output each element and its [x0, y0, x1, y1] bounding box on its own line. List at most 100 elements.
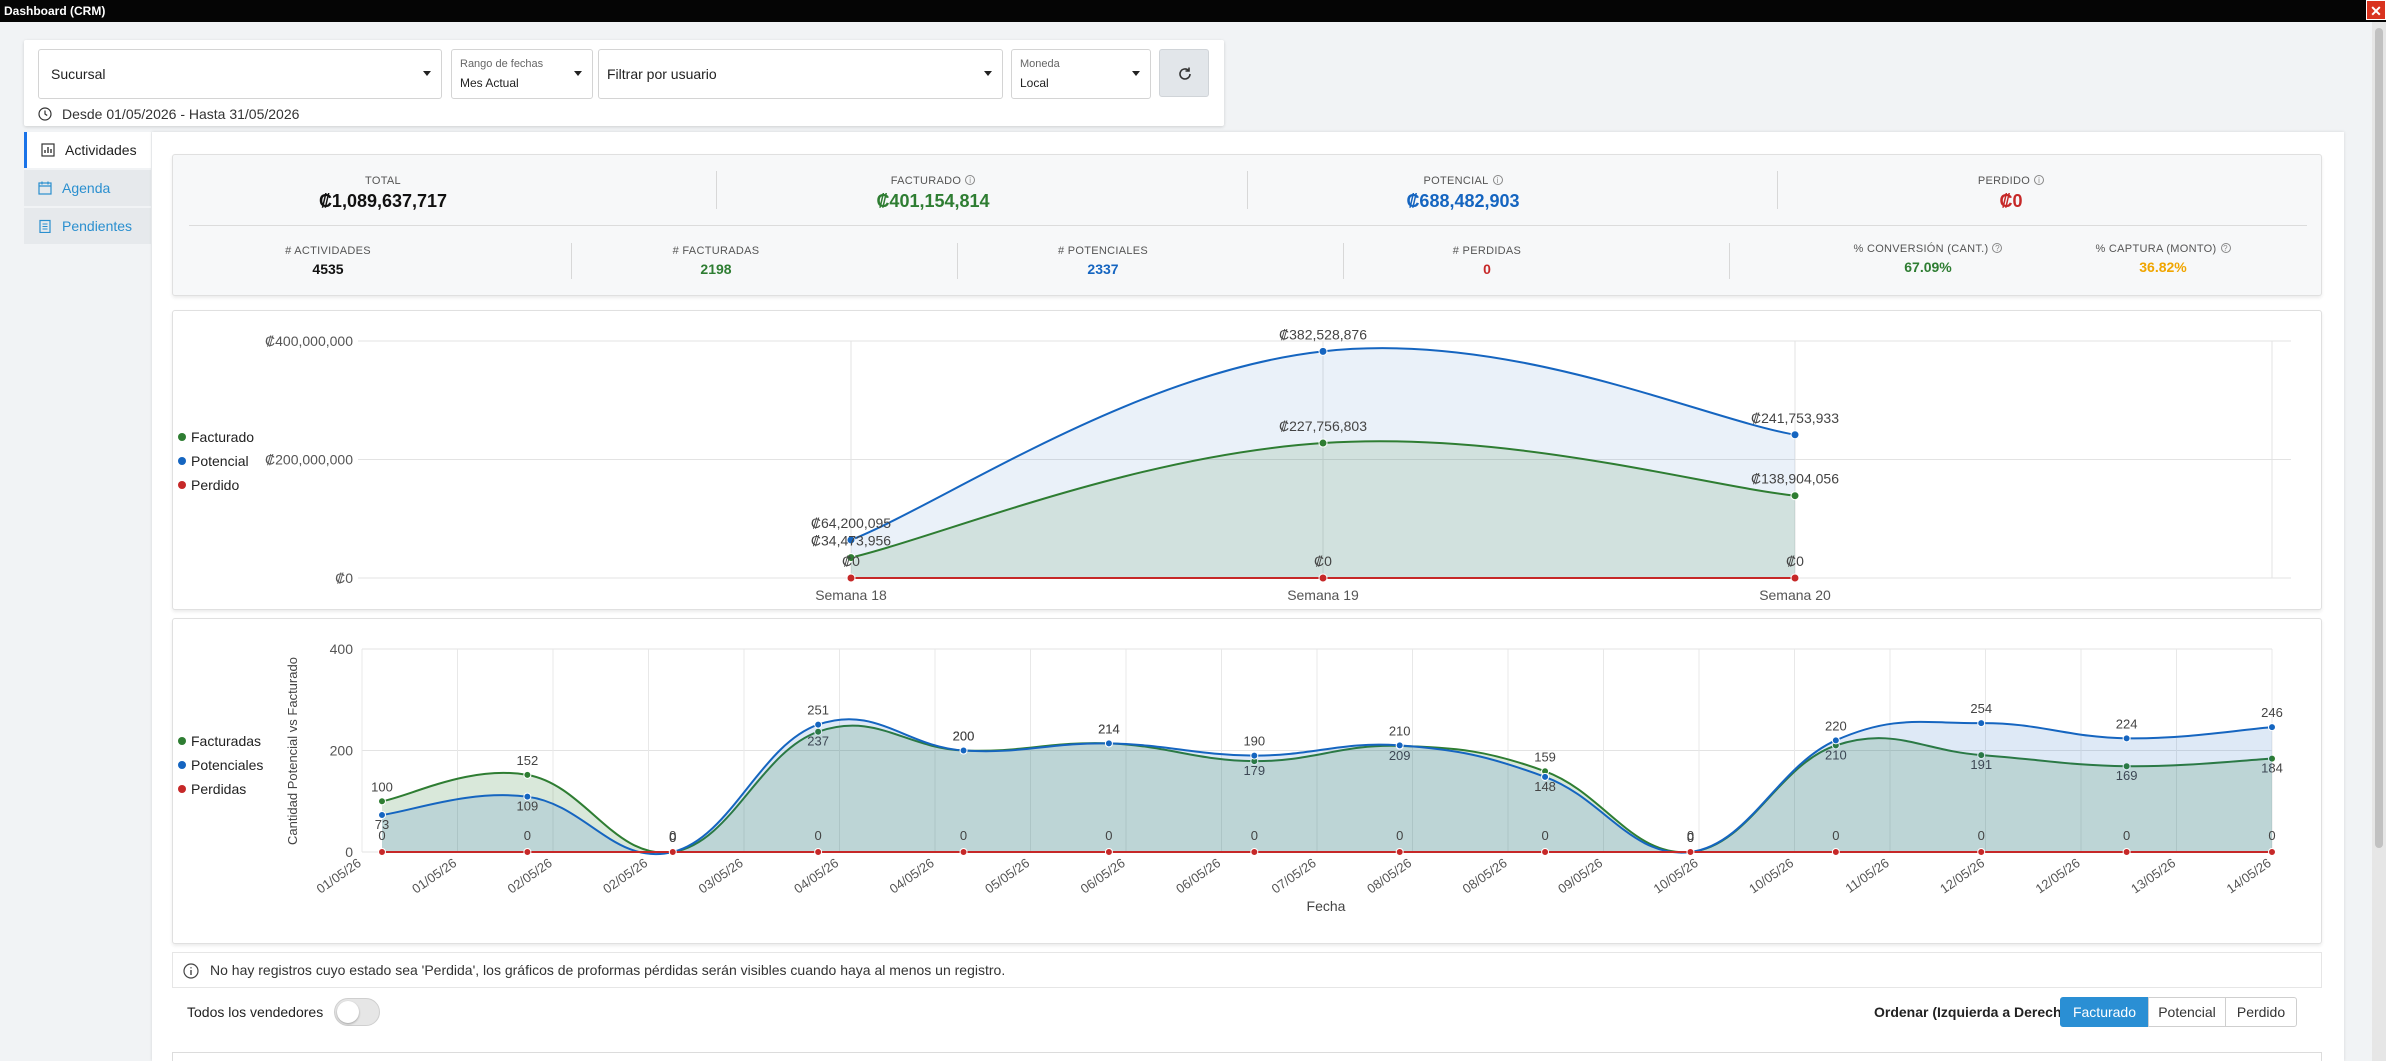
kpi-potencial-value: ₡688,482,903: [1406, 191, 1520, 211]
sidebar-item-actividades[interactable]: Actividades: [24, 132, 151, 168]
data-label: 246: [2261, 705, 2283, 720]
data-point: [1790, 573, 1800, 583]
kpi-facturado: FACTURADO i ₡401,154,814: [783, 175, 1083, 212]
sidebar-item-agenda[interactable]: Agenda: [24, 170, 151, 206]
kpi-total: TOTAL ₡1,089,637,717: [233, 175, 533, 212]
x-tick-label: 12/05/26: [2033, 855, 2083, 896]
order-potencial-button[interactable]: Potencial: [2148, 997, 2226, 1027]
data-label: 237: [807, 734, 829, 749]
data-label: 0: [2123, 828, 2130, 843]
close-button[interactable]: ✕: [2366, 0, 2386, 20]
data-label: 73: [375, 817, 389, 832]
order-perdido-button[interactable]: Perdido: [2225, 997, 2297, 1027]
data-point: [1541, 772, 1550, 781]
data-point: [1790, 491, 1800, 501]
x-tick-label: 10/05/26: [1651, 855, 1701, 896]
data-point: [846, 553, 856, 563]
clipboard-icon: [39, 219, 51, 233]
data-point: [1318, 346, 1328, 356]
sucursal-select[interactable]: Sucursal: [38, 49, 442, 99]
data-label: 214: [1098, 721, 1120, 736]
x-tick-label: Semana 20: [1759, 587, 1831, 603]
series-line-potenciales: [381, 718, 2273, 855]
data-point: [1395, 741, 1404, 750]
y-tick-label: ₡0: [335, 570, 353, 586]
data-point: [378, 810, 386, 819]
legend-marker: [178, 785, 186, 793]
legend-facturado: Facturado: [191, 429, 254, 445]
kpi-total-label: TOTAL: [365, 175, 401, 187]
data-label: 191: [1970, 757, 1992, 772]
date-range-select[interactable]: Rango de fechas Mes Actual: [451, 49, 593, 99]
data-point: [846, 535, 856, 545]
sidebar-item-label: Pendientes: [62, 218, 133, 234]
data-point: [846, 573, 856, 583]
x-tick-label: Semana 18: [815, 587, 887, 603]
x-tick-label: 08/05/26: [1364, 855, 1414, 896]
y-tick-label: 400: [330, 641, 354, 657]
data-point: [1977, 751, 1986, 760]
help-icon[interactable]: ?: [1992, 243, 2003, 253]
kpi-potenciales-value: 2337: [1087, 261, 1119, 277]
kpi-facturado-value: ₡401,154,814: [876, 191, 990, 211]
data-point: [1831, 736, 1840, 745]
kpi-potenciales-label: # POTENCIALES: [1057, 245, 1149, 257]
data-label: 0: [815, 828, 822, 843]
data-label: 0: [1251, 828, 1258, 843]
data-point: [378, 848, 386, 856]
info-icon[interactable]: i: [1492, 175, 1503, 185]
data-label: 0: [524, 828, 531, 843]
data-label: 200: [953, 729, 975, 744]
legend-marker: [178, 481, 186, 489]
series-area-facturado: [851, 441, 1795, 578]
data-point: [1977, 719, 1986, 728]
x-tick-label: 04/05/26: [791, 855, 841, 896]
x-tick-label: 06/05/26: [1078, 855, 1128, 896]
data-label: 169: [2116, 768, 2138, 783]
refresh-button[interactable]: [1159, 49, 1209, 97]
notice-text: No hay registros cuyo estado sea 'Perdid…: [210, 962, 1006, 978]
chevron-down-icon: [423, 71, 431, 76]
all-sellers-toggle[interactable]: [334, 998, 380, 1026]
x-tick-label: 07/05/26: [1269, 855, 1319, 896]
date-range-label: Rango de fechas: [460, 58, 544, 70]
data-label: 251: [807, 703, 829, 718]
x-tick-label: 13/05/26: [2128, 855, 2178, 896]
data-label: ₡227,756,803: [1279, 418, 1367, 434]
currency-select[interactable]: Moneda Local: [1011, 49, 1151, 99]
info-icon[interactable]: i: [965, 175, 976, 185]
info-icon[interactable]: i: [2034, 175, 2045, 185]
data-point: [668, 848, 677, 856]
sidebar-item-pendientes[interactable]: Pendientes: [24, 208, 151, 244]
data-label: 0: [1687, 828, 1694, 843]
x-tick-label: 01/05/26: [314, 855, 364, 896]
data-label: ₡138,904,056: [1751, 471, 1839, 487]
window-titlebar: Dashboard (CRM) ✕: [0, 0, 2386, 22]
date-range-value: Mes Actual: [460, 76, 519, 90]
series-area-potenciales: [382, 719, 2272, 855]
x-axis-title: Fecha: [1307, 898, 1346, 914]
kpi-conversion: % CONVERSIÓN (CANT.)? 67.09%: [1818, 243, 2038, 275]
scrollbar-thumb[interactable]: [2375, 28, 2383, 848]
x-tick-label: Semana 19: [1287, 587, 1359, 603]
sidebar-item-label: Agenda: [62, 180, 111, 196]
data-point: [1686, 848, 1695, 856]
help-icon[interactable]: ?: [2220, 243, 2231, 253]
data-label: 0: [1687, 830, 1694, 845]
order-facturado-button[interactable]: Facturado: [2060, 997, 2149, 1027]
data-label: ₡34,473,956: [811, 533, 891, 549]
kpi-actividades: # ACTIVIDADES 4535: [203, 245, 453, 277]
x-tick-label: 10/05/26: [1746, 855, 1796, 896]
data-point: [1977, 848, 1986, 856]
vertical-scrollbar[interactable]: [2372, 22, 2386, 1061]
kpi-potenciales: # POTENCIALES 2337: [978, 245, 1228, 277]
legend-facturadas: Facturadas: [191, 733, 261, 749]
seller-order-bar: Todos los vendedores Ordenar (Izquierda …: [172, 992, 2322, 1052]
date-range-text: Desde 01/05/2026 - Hasta 31/05/2026: [62, 106, 300, 122]
y-tick-label: ₡200,000,000: [265, 452, 353, 468]
x-tick-label: 12/05/26: [1937, 855, 1987, 896]
weekly-amount-chart-card: ₡400,000,000 ₡200,000,000 ₡0 Semana 18 Seman…: [172, 310, 2322, 610]
user-filter-select[interactable]: Filtrar por usuario: [598, 49, 1003, 99]
kpi-facturadas-value: 2198: [700, 261, 732, 277]
data-point: [814, 848, 823, 856]
